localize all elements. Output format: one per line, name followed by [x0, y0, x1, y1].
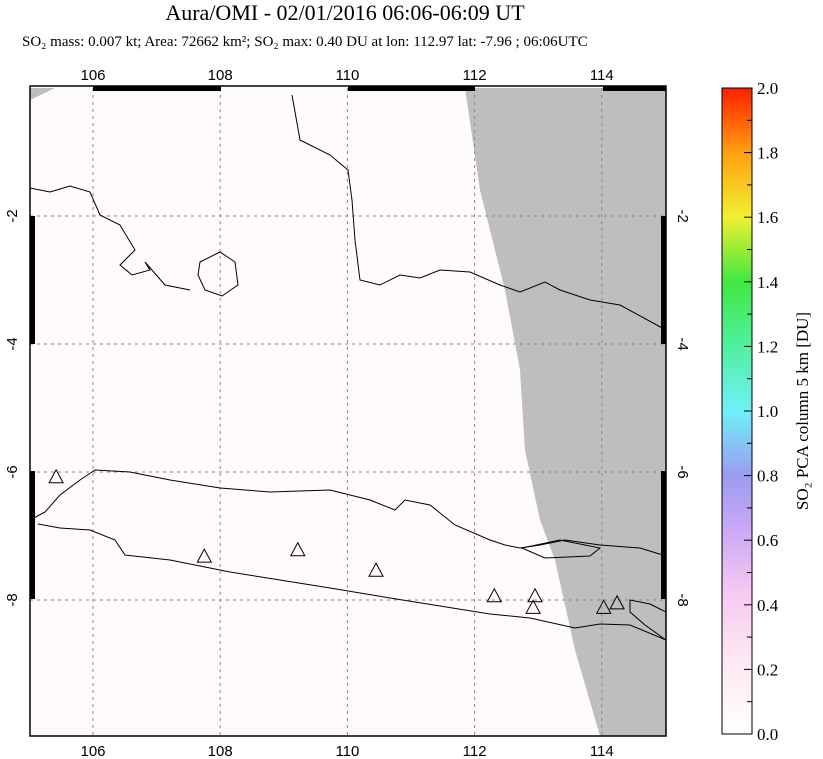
lat-tick-label-right: -6	[674, 465, 691, 478]
lon-tick-label-top: 114	[590, 67, 614, 84]
lon-tick-label-top: 108	[208, 67, 233, 84]
coastline-madura	[520, 539, 602, 559]
axis-tick-labels: 106 106 108 108 110 110 112 112 114 114 -2 -2 -4 -4 -6…	[4, 67, 691, 759]
volcano-triangle-icon	[527, 587, 543, 603]
grid-lines	[30, 88, 666, 736]
lat-tick-label-right: -4	[674, 337, 691, 350]
colorbar-tick-label: 0.4	[757, 596, 779, 615]
volcano-markers	[48, 468, 625, 614]
coastline-borneo	[291, 94, 667, 331]
coastlines	[29, 94, 667, 641]
lat-tick-label-right: -2	[674, 209, 691, 222]
lon-tick-label-bottom: 110	[335, 743, 359, 759]
volcano-triangle-icon	[486, 587, 503, 603]
lat-tick-label-left: -2	[4, 209, 21, 222]
map-title: Aura/OMI - 02/01/2016 06:06-06:09 UT	[165, 0, 525, 25]
no-data-swath	[465, 88, 666, 736]
colorbar-ticks: 0.0 0.2 0.4 0.6 0.8 1.0 1.2 1.4 1.6 1.8 2.0	[744, 79, 779, 744]
colorbar-tick-label: 0.0	[757, 725, 778, 744]
volcano-triangle-icon	[368, 562, 384, 577]
lon-tick-label-bottom: 112	[463, 743, 487, 759]
lon-tick-label-bottom: 108	[208, 743, 233, 759]
volcano-triangle-icon	[525, 599, 541, 614]
lon-tick-label-bottom: 114	[590, 743, 614, 759]
colorbar-tick-label: 1.6	[757, 208, 778, 227]
lon-tick-label-bottom: 106	[80, 743, 105, 759]
volcano-triangle-icon	[595, 599, 612, 614]
lon-tick-label-top: 112	[463, 67, 487, 84]
coastline-java-north	[29, 469, 667, 557]
colorbar-tick-label: 0.2	[757, 660, 778, 679]
no-data-corner	[30, 88, 55, 100]
volcano-triangle-icon	[289, 541, 306, 557]
lon-tick-label-top: 106	[80, 67, 105, 84]
colorbar-tick-label: 1.8	[757, 144, 778, 163]
volcano-triangle-icon	[48, 468, 64, 484]
map-subtitle: SO₂ mass: 0.007 kt; Area: 72662 km²; SO₂…	[22, 34, 588, 50]
colorbar-tick-label: 1.0	[757, 402, 778, 421]
colorbar-tick-label: 0.6	[757, 531, 778, 550]
lat-tick-label-right: -8	[674, 593, 691, 606]
coastline-java-south	[37, 523, 667, 641]
map-frame	[29, 85, 667, 737]
volcano-triangle-icon	[609, 594, 625, 610]
lat-tick-label-left: -4	[4, 337, 21, 350]
colorbar-tick-label: 1.2	[757, 337, 778, 356]
colorbar-tick-label: 0.8	[757, 467, 778, 486]
colorbar-tick-label: 1.4	[757, 273, 779, 292]
frame-ticks	[30, 86, 666, 599]
colorbar-tick-label: 2.0	[757, 79, 778, 98]
coastline-belitung	[197, 251, 239, 297]
lat-tick-label-left: -8	[4, 593, 21, 606]
colorbar-label: SO₂ PCA column 5 km [DU]	[793, 312, 812, 510]
coastline-sumatra	[29, 185, 191, 291]
lon-tick-label-top: 110	[335, 67, 359, 84]
lat-tick-label-left: -6	[4, 465, 21, 478]
volcano-triangle-icon	[196, 548, 213, 563]
